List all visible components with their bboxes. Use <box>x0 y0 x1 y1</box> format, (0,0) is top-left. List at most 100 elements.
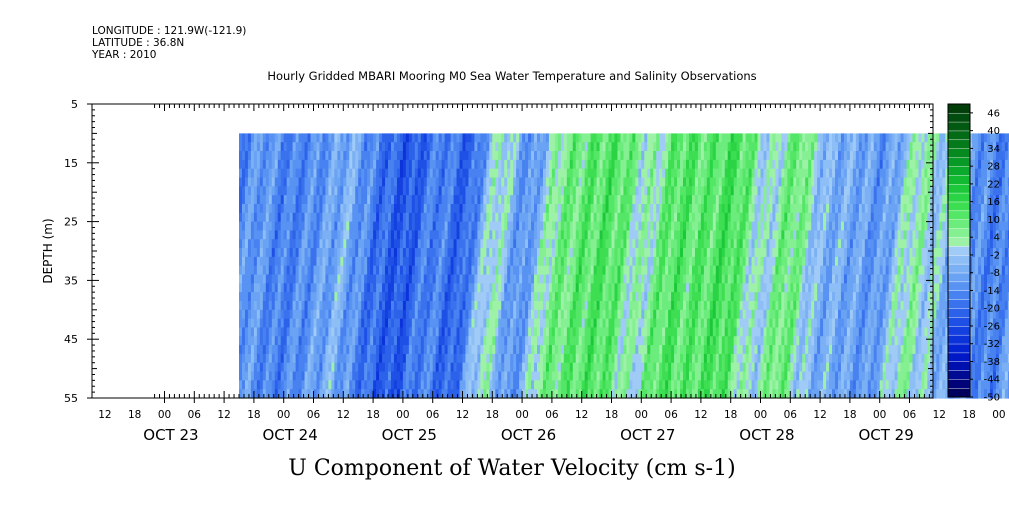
heatmap-cell <box>271 371 276 381</box>
heatmap-cell <box>283 248 288 258</box>
heatmap-cell <box>420 248 425 258</box>
heatmap-cell <box>602 142 607 152</box>
heatmap-cells <box>239 133 1009 399</box>
heatmap-cell <box>662 292 666 302</box>
heatmap-cell <box>617 336 622 346</box>
heatmap-cell <box>581 300 586 311</box>
heatmap-cell <box>602 345 607 355</box>
heatmap-cell <box>566 327 571 337</box>
heatmap-cell <box>635 283 639 293</box>
heatmap-cell <box>432 239 437 249</box>
heatmap-cell <box>241 345 246 355</box>
heatmap-cell <box>674 300 678 311</box>
heatmap-cell <box>548 195 553 205</box>
heatmap-cell <box>373 159 377 170</box>
heatmap-cell <box>250 212 255 223</box>
heatmap-cell <box>477 371 481 381</box>
heatmap-cell <box>352 212 356 223</box>
heatmap-cell <box>367 221 371 232</box>
heatmap-cell <box>542 151 547 161</box>
heatmap-cell <box>301 203 306 214</box>
heatmap-cell <box>662 380 666 390</box>
heatmap-cell <box>584 389 589 399</box>
heatmap-cell <box>647 177 651 187</box>
heatmap-cell <box>256 345 261 355</box>
heatmap-cell <box>289 353 294 364</box>
heatmap-cell <box>674 239 678 249</box>
heatmap-cell <box>480 239 484 249</box>
heatmap-cell <box>551 300 556 311</box>
heatmap-cell <box>355 265 359 276</box>
heatmap-cell <box>569 159 574 170</box>
heatmap-cell <box>563 256 568 267</box>
heatmap-cell <box>545 318 550 329</box>
heatmap-cell <box>641 353 645 364</box>
heatmap-cell <box>301 230 306 240</box>
heatmap-cell <box>727 265 732 276</box>
heatmap-cell <box>459 265 464 276</box>
heatmap-cell <box>423 221 428 232</box>
heatmap-cell <box>486 195 490 205</box>
heatmap-cell <box>453 151 458 161</box>
heatmap-cell <box>688 300 693 311</box>
heatmap-cell <box>343 142 347 152</box>
heatmap-cell <box>566 309 571 320</box>
heatmap-cell <box>295 159 300 170</box>
heatmap-cell <box>608 133 613 143</box>
heatmap-cell <box>632 177 636 187</box>
heatmap-cell <box>370 230 374 240</box>
heatmap-cell <box>367 159 371 170</box>
heatmap-cell <box>706 274 711 284</box>
heatmap-cell <box>408 265 413 276</box>
heatmap-cell <box>447 142 452 152</box>
heatmap-cell <box>501 203 505 214</box>
heatmap-cell <box>629 195 633 205</box>
heatmap-cell <box>438 345 443 355</box>
heatmap-cell <box>617 195 622 205</box>
heatmap-cell <box>444 345 449 355</box>
heatmap-cell <box>367 168 371 179</box>
heatmap-cell <box>703 239 708 249</box>
heatmap-cell <box>435 274 440 284</box>
heatmap-cell <box>361 230 365 240</box>
heatmap-cell <box>650 380 654 390</box>
heatmap-cell <box>578 274 583 284</box>
heatmap-cell <box>450 345 455 355</box>
heatmap-cell <box>534 186 538 196</box>
heatmap-cell <box>721 362 726 373</box>
heatmap-cell <box>620 283 625 293</box>
heatmap-cell <box>313 177 318 187</box>
heatmap-cell <box>259 151 264 161</box>
heatmap-cell <box>465 177 470 187</box>
heatmap-cell <box>376 283 380 293</box>
heatmap-cell <box>715 159 720 170</box>
heatmap-cell <box>614 336 619 346</box>
heatmap-cell <box>510 283 514 293</box>
heatmap-cell <box>441 230 446 240</box>
heatmap-cell <box>331 133 335 143</box>
heatmap-cell <box>408 168 413 179</box>
heatmap-cell <box>599 221 604 232</box>
heatmap-cell <box>483 283 487 293</box>
heatmap-cell <box>471 327 476 337</box>
heatmap-cell <box>373 318 377 329</box>
heatmap-cell <box>617 345 622 355</box>
heatmap-cell <box>247 265 252 276</box>
heatmap-cell <box>575 265 580 276</box>
heatmap-cell <box>590 292 595 302</box>
heatmap-cell <box>301 195 306 205</box>
heatmap-cell <box>298 230 303 240</box>
heatmap-cell <box>370 362 374 373</box>
heatmap-cell <box>596 151 601 161</box>
heatmap-cell <box>349 380 353 390</box>
heatmap-cell <box>539 327 544 337</box>
heatmap-cell <box>444 380 449 390</box>
heatmap-cell <box>680 151 684 161</box>
heatmap-cell <box>435 142 440 152</box>
heatmap-cell <box>364 230 368 240</box>
heatmap-cell <box>647 389 651 399</box>
heatmap-cell <box>486 168 490 179</box>
heatmap-cell <box>280 336 285 346</box>
heatmap-cell <box>644 133 648 143</box>
heatmap-cell <box>662 142 666 152</box>
